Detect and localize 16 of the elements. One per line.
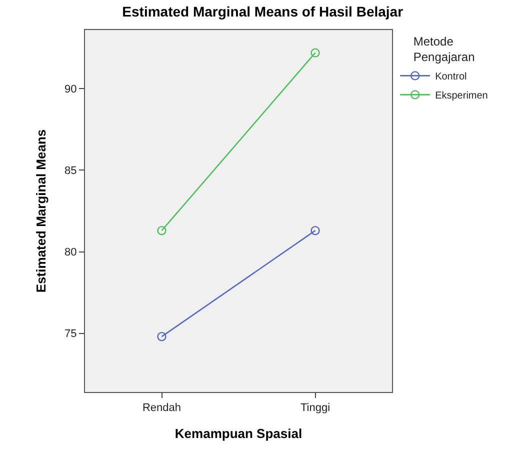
y-tick-label: 80 <box>64 246 77 259</box>
point <box>157 332 166 342</box>
y-tick-label: 75 <box>64 328 77 340</box>
x-tick-label: Rendah <box>142 402 182 414</box>
point <box>310 48 320 58</box>
y-tick-label: 90 <box>64 84 77 96</box>
x-axis-title: Kemampuan Spasial <box>174 426 302 441</box>
legend-label: Eksperimen <box>435 90 488 102</box>
point <box>310 226 320 236</box>
y-axis-title: Estimated Marginal Means <box>34 129 48 293</box>
x-tick-label: Tinggi <box>300 402 330 414</box>
y-tick-label: 85 <box>64 165 77 178</box>
chart-title: Estimated Marginal Means of Hasil Belajar <box>122 4 404 20</box>
legend-title: Metode Pengajaran <box>413 34 475 64</box>
legend-label: Kontrol <box>435 72 467 83</box>
point <box>157 226 166 236</box>
